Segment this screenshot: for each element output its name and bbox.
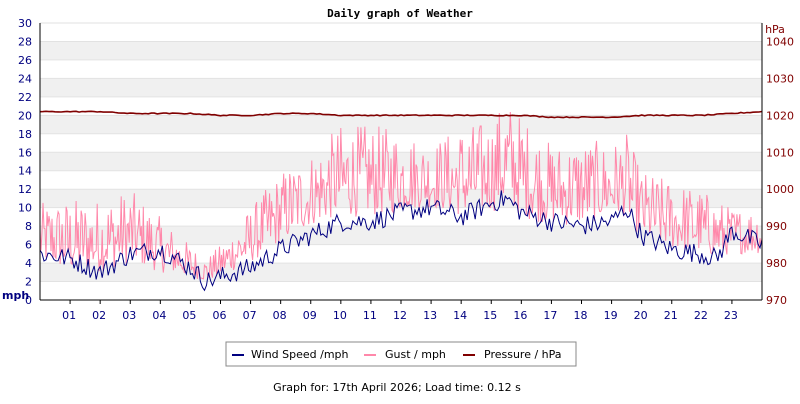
grid-band [40,263,762,282]
x-tick-label: 21 [664,309,678,322]
x-tick-label: 01 [62,309,76,322]
y-left-tick-label: 26 [18,54,32,67]
legend-label-gust: Gust / mph [385,348,446,361]
y-right-tick-label: 1000 [766,183,794,196]
wind-speed-line [39,190,763,292]
x-tick-label: 11 [363,309,377,322]
y-right-tick-label: 980 [766,257,787,270]
y-left-tick-label: 4 [25,257,32,270]
y-left-tick-label: 18 [18,128,32,141]
x-tick-label: 19 [604,309,618,322]
grid-band [40,226,762,245]
y-left-tick-label: 20 [18,109,32,122]
x-tick-label: 23 [724,309,738,322]
y-left-tick-label: 2 [25,276,32,289]
y-right-tick-label: 1010 [766,146,794,159]
x-tick-label: 05 [182,309,196,322]
x-tick-label: 02 [92,309,106,322]
x-tick-label: 06 [213,309,227,322]
x-tick-label: 09 [303,309,317,322]
footer-text: Graph for: 17th April 2026; Load time: 0… [273,381,521,394]
legend-label-pressure: Pressure / hPa [484,348,562,361]
y-right-unit: hPa [765,23,785,36]
x-tick-label: 17 [543,309,557,322]
y-left-tick-label: 6 [25,239,32,252]
chart-title: Daily graph of Weather [327,7,473,20]
x-tick-label: 13 [423,309,437,322]
grid-band [40,152,762,171]
y-left-tick-label: 10 [18,202,32,215]
y-right-tick-label: 990 [766,220,787,233]
x-tick-label: 04 [152,309,166,322]
y-right-tick-label: 1020 [766,109,794,122]
x-tick-label: 22 [694,309,708,322]
x-tick-label: 10 [333,309,347,322]
y-left-tick-label: 12 [18,183,32,196]
grid-band [40,41,762,60]
pressure-series [39,110,763,119]
pressure-line [39,110,763,119]
grid-band [40,189,762,208]
grid-band [40,78,762,97]
y-right-tick-label: 1040 [766,35,794,48]
wind-speed-series [39,190,763,292]
x-tick-label: 14 [453,309,467,322]
y-left-tick-label: 22 [18,91,32,104]
x-tick-label: 20 [634,309,648,322]
x-tick-label: 16 [513,309,527,322]
x-tick-label: 18 [574,309,588,322]
y-left-tick-label: 30 [18,17,32,30]
y-right-ticks: 970 980 990 1000 1010 1020 1030 1040 [766,35,794,307]
x-tick-label: 03 [122,309,136,322]
x-tick-label: 12 [393,309,407,322]
y-right-tick-label: 970 [766,294,787,307]
legend-box [225,341,577,367]
gust-line [39,111,763,280]
y-left-tick-label: 28 [18,35,32,48]
legend-label-wind: Wind Speed /mph [251,348,349,361]
x-tick-label: 15 [483,309,497,322]
grid-band [40,115,762,134]
y-left-tick-label: 8 [25,220,32,233]
y-left-tick-label: 14 [18,165,32,178]
y-left-unit: mph [2,289,29,302]
x-ticks: 01 02 03 04 05 06 07 08 09 10 11 12 13 14 15 16 17 18 19 20… [62,300,738,322]
x-tick-label: 07 [243,309,257,322]
legend: Wind Speed /mph Gust / mph Pressure / hP… [225,341,577,367]
y-right-tick-label: 1030 [766,72,794,85]
x-tick-label: 08 [273,309,287,322]
y-left-tick-label: 0 [25,294,32,307]
y-left-tick-label: 16 [18,146,32,159]
y-left-tick-label: 24 [18,72,32,85]
gust-series [39,111,763,280]
